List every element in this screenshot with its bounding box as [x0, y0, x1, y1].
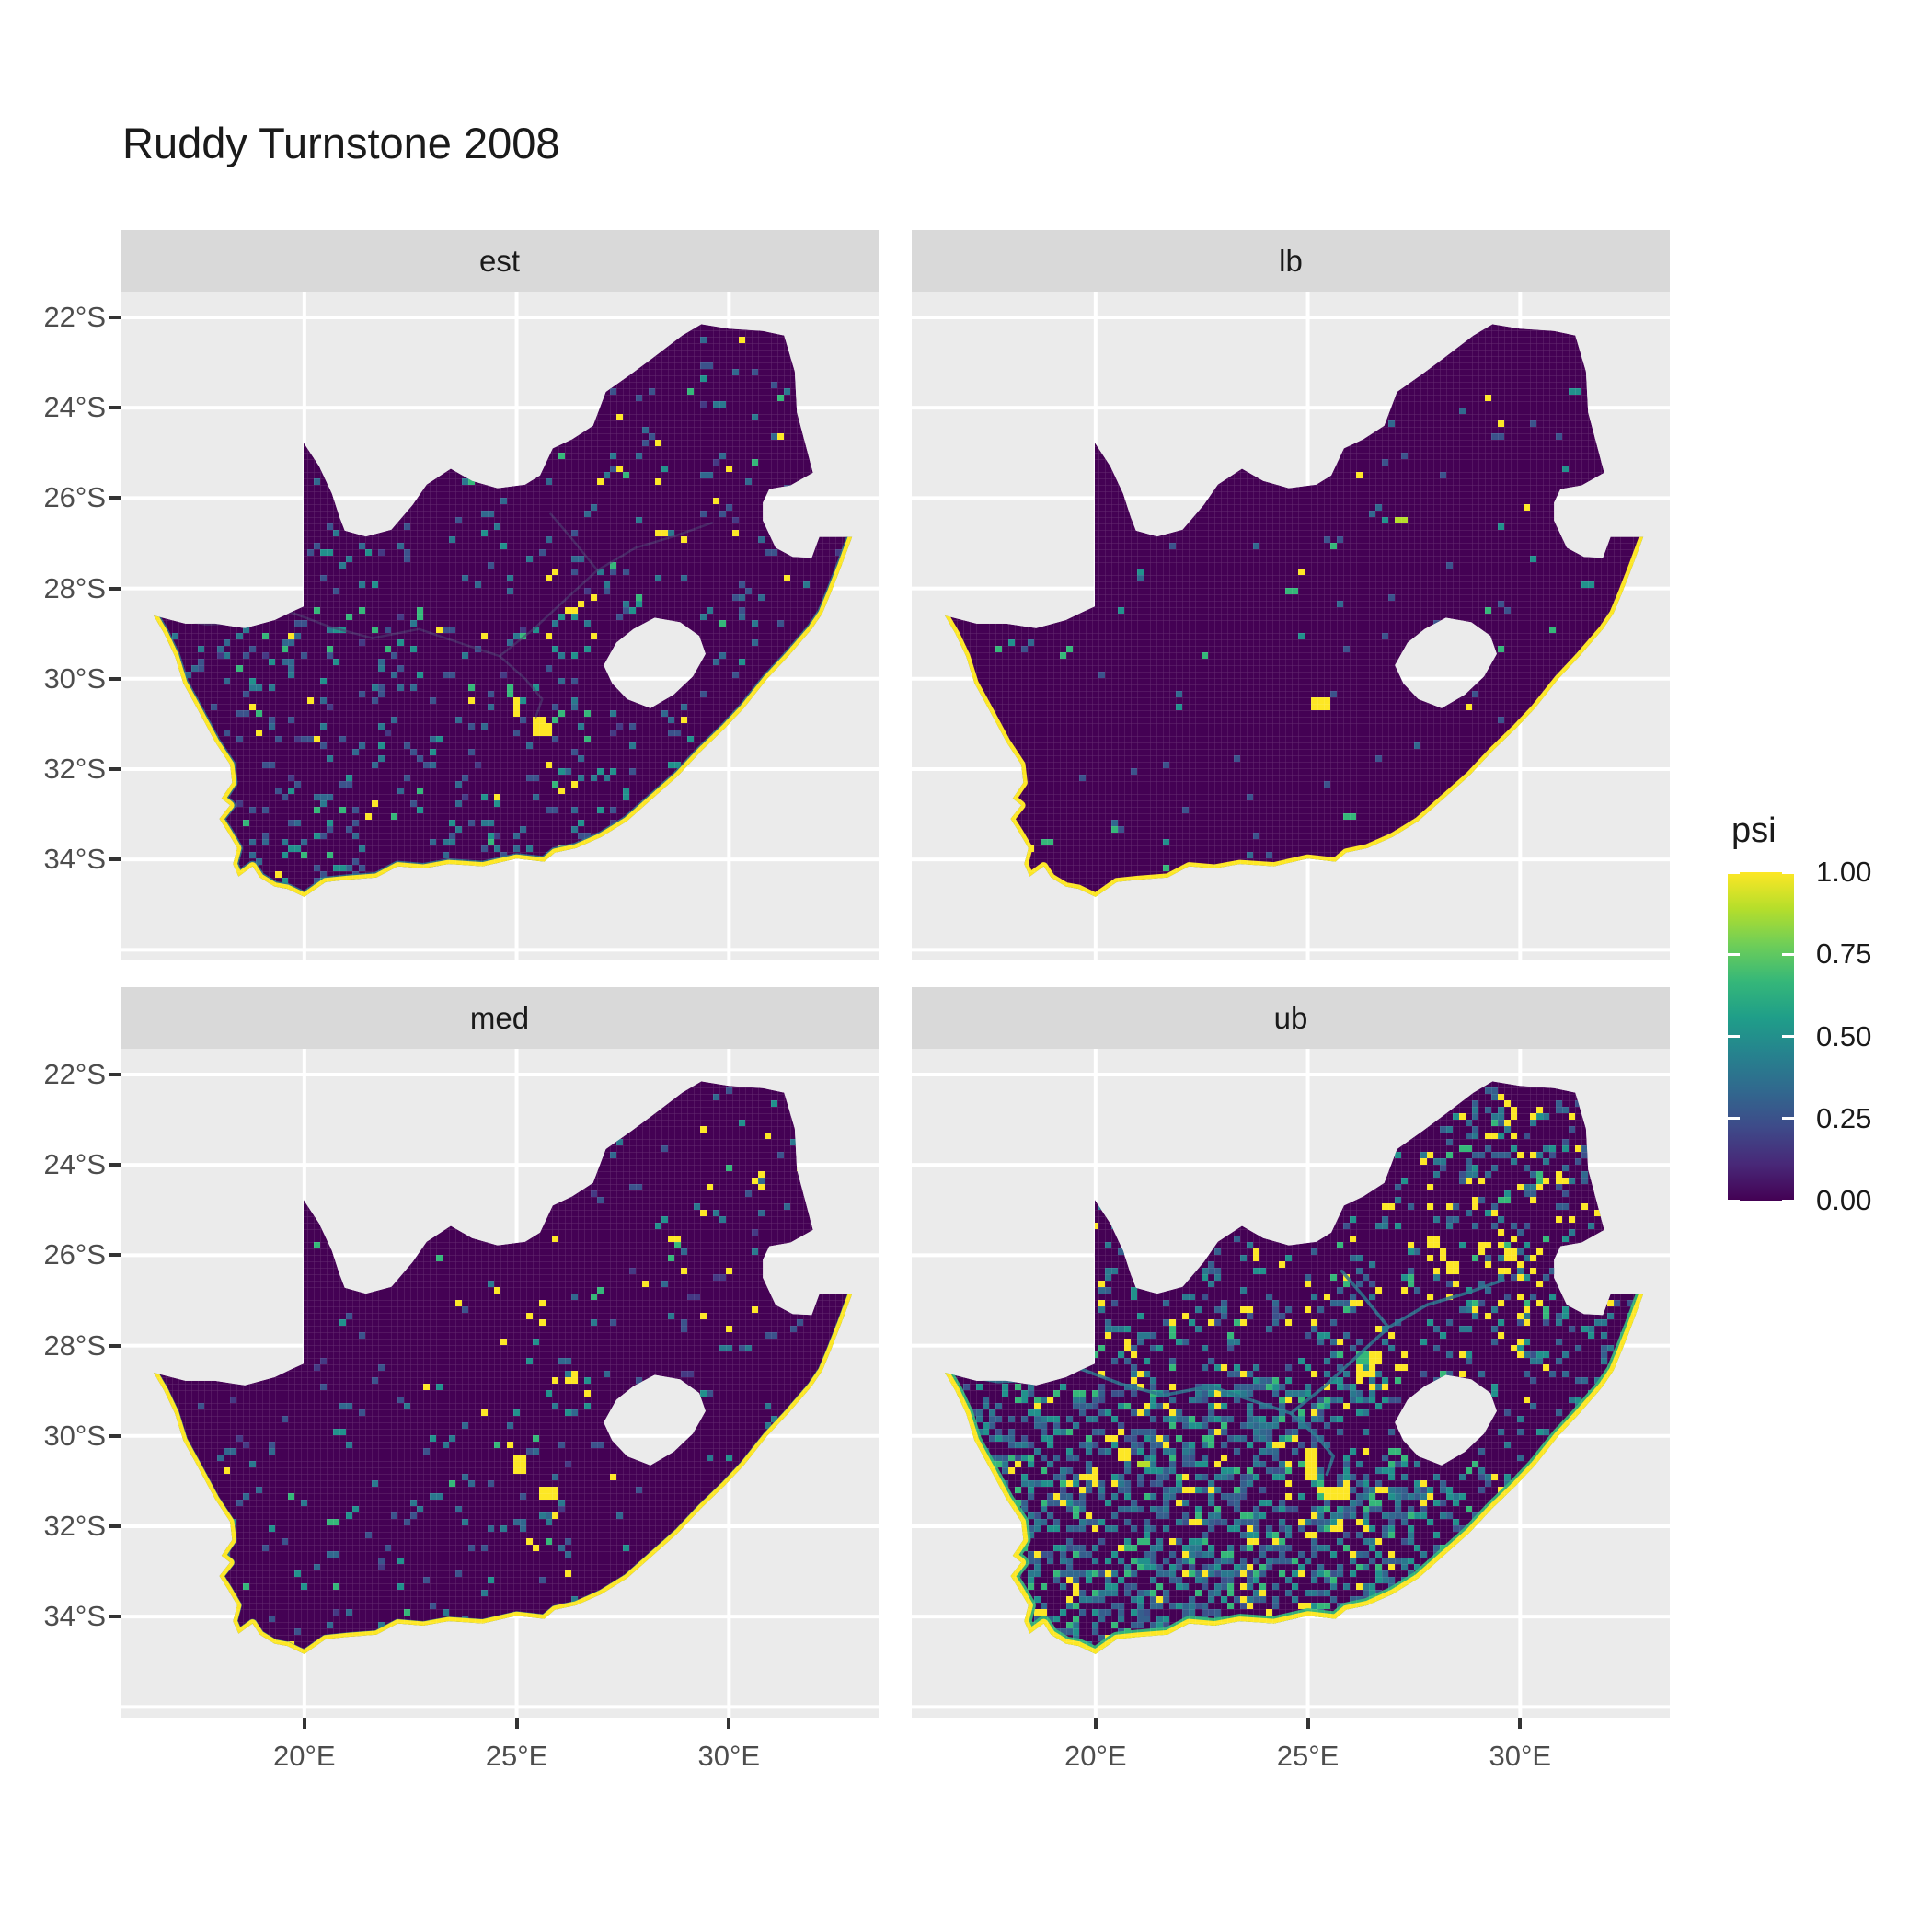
y-axis-tick-label: 32°S [43, 752, 106, 785]
legend-tick-label: 1.00 [1816, 856, 1872, 888]
y-axis-tick-label: 22°S [43, 1057, 106, 1090]
y-axis-tick [109, 857, 121, 862]
y-axis-tick [109, 1524, 121, 1528]
facet-strip-lb: lb [912, 230, 1670, 292]
x-axis-tick-label: 20°E [1064, 1740, 1127, 1772]
x-axis-tick [1093, 1718, 1098, 1729]
x-axis-tick [1305, 1718, 1310, 1729]
y-axis-tick [109, 766, 121, 771]
y-axis-tick [109, 496, 121, 500]
legend-tick [1728, 1035, 1740, 1038]
x-axis-tick-label: 30°E [1489, 1740, 1552, 1772]
legend-tick [1782, 952, 1794, 956]
y-axis-tick [109, 676, 121, 681]
legend-tick [1782, 1199, 1794, 1202]
x-axis-tick [302, 1718, 306, 1729]
x-axis-tick-label: 30°E [697, 1740, 761, 1772]
y-axis-tick-label: 26°S [43, 481, 106, 514]
y-axis-tick-label: 32°S [43, 1509, 106, 1542]
legend-tick [1782, 1035, 1794, 1038]
y-axis-tick [109, 1615, 121, 1619]
facet-strip-ub: ub [912, 987, 1670, 1049]
x-axis-tick [514, 1718, 519, 1729]
y-axis-tick-label: 30°S [43, 661, 106, 695]
y-axis-tick [109, 1433, 121, 1438]
legend-title: psi [1731, 811, 1777, 850]
y-axis-tick [109, 1343, 121, 1348]
y-axis-tick-label: 34°S [43, 843, 106, 876]
legend-tick-label: 0.50 [1816, 1019, 1872, 1052]
legend-tick [1728, 1117, 1740, 1121]
x-axis-tick [727, 1718, 731, 1729]
y-axis-tick [109, 586, 121, 591]
x-axis-tick [1518, 1718, 1523, 1729]
y-axis-tick-label: 24°S [43, 1148, 106, 1181]
legend-tick-label: 0.25 [1816, 1101, 1872, 1134]
y-axis-tick-label: 30°S [43, 1419, 106, 1452]
legend-tick [1728, 1199, 1740, 1202]
legend-psi: psi 1.00 0.75 0.50 0.25 0.00 [1728, 811, 1932, 1271]
y-axis-tick-label: 28°S [43, 571, 106, 604]
y-axis-tick [109, 1163, 121, 1167]
facet-strip-med: med [121, 987, 879, 1049]
map-panel-med [121, 1049, 879, 1718]
y-axis-tick-label: 24°S [43, 391, 106, 424]
y-axis-tick-label: 28°S [43, 1328, 106, 1362]
legend-tick-label: 0.75 [1816, 937, 1872, 971]
legend-tick-label: 0.00 [1816, 1184, 1872, 1216]
legend-tick [1728, 870, 1740, 874]
legend-tick [1728, 952, 1740, 956]
facet-strip-est: est [121, 230, 879, 292]
x-axis-tick-label: 25°E [1276, 1740, 1340, 1772]
x-axis-tick-label: 20°E [273, 1740, 336, 1772]
legend-tick [1782, 1117, 1794, 1121]
y-axis-tick-label: 22°S [43, 300, 106, 333]
map-panel-ub [912, 1049, 1670, 1718]
plot-title: Ruddy Turnstone 2008 [122, 119, 560, 167]
map-panel-lb [912, 292, 1670, 960]
y-axis-tick [109, 1072, 121, 1076]
y-axis-tick [109, 315, 121, 319]
y-axis-tick [109, 406, 121, 410]
y-axis-tick-label: 26°S [43, 1238, 106, 1271]
y-axis-tick [109, 1253, 121, 1258]
y-axis-tick-label: 34°S [43, 1600, 106, 1633]
x-axis-tick-label: 25°E [485, 1740, 548, 1772]
legend-tick [1782, 870, 1794, 874]
map-panel-est [121, 292, 879, 960]
